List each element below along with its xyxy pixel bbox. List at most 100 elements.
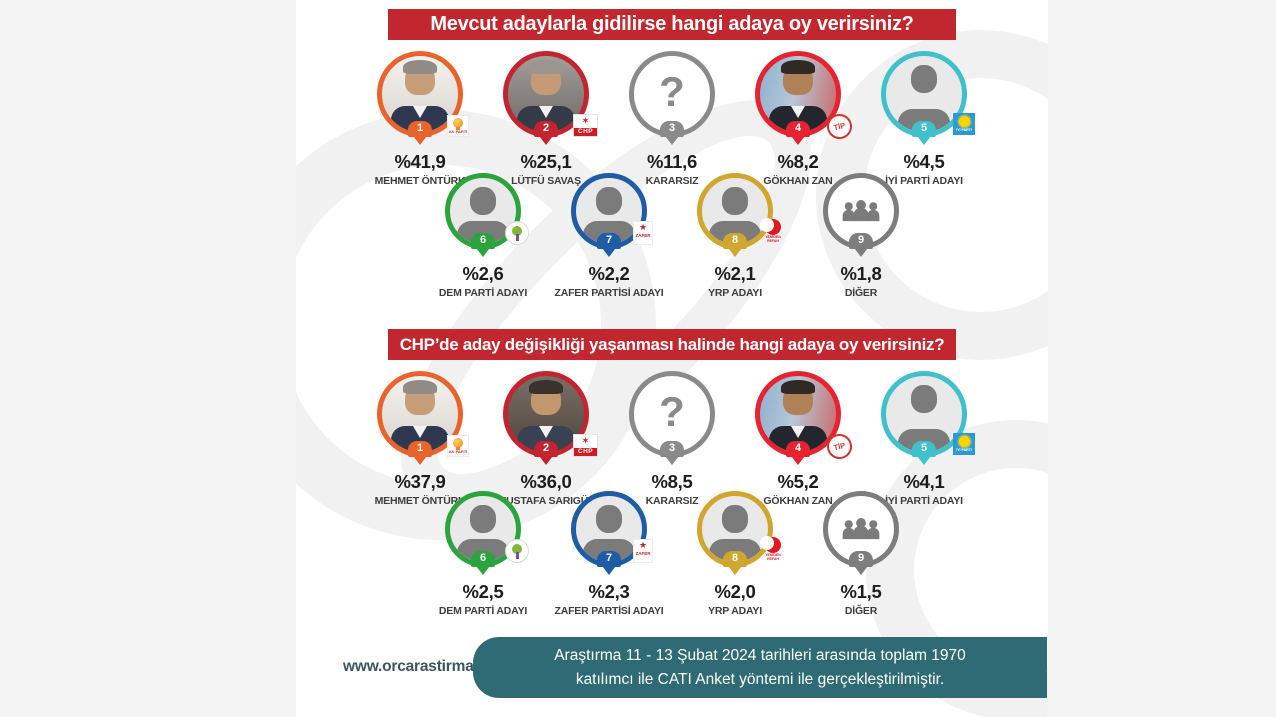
rank-badge: 9 [848, 551, 874, 567]
candidate-avatar: 7 ★ ZAFER [571, 491, 653, 575]
chp-logo: ✶ CHP [573, 434, 598, 457]
iyiparti-sun-icon [958, 435, 970, 447]
candidate-row: 1 AK PARTİ %37,9 MEHMET ÖNTÜRK 2 ✶ CHP %3… [296, 371, 1048, 507]
question-mark-icon: ? [659, 68, 685, 115]
candidate-card-dem-parti-adayi: 6 %2,6 DEM PARTİ ADAYI [420, 173, 546, 299]
rank-badge: 4 [785, 121, 811, 137]
percent-value: %8,5 [651, 471, 693, 492]
person-head [596, 505, 622, 533]
person-head [722, 187, 748, 215]
percent-value: %1,8 [840, 263, 882, 284]
candidate-avatar: ? 3 [629, 51, 715, 145]
candidate-name: GÖKHAN ZAN [763, 495, 833, 507]
tip-logo-label: TİP [832, 440, 847, 453]
zaferpartisi-logo: ★ ZAFER [633, 539, 653, 563]
rank-badge: 5 [911, 441, 937, 457]
survey-note-box: Araştırma 11 - 13 Şubat 2024 tarihleri a… [473, 637, 1047, 698]
percent-value: %2,3 [588, 581, 630, 602]
person-head [529, 380, 563, 415]
iyiparti-logo-label: İYİ PARTİ [956, 128, 972, 132]
person-body [898, 429, 950, 452]
candidate-name: İYİ PARTİ ADAYI [885, 175, 963, 187]
candidate-row: 1 AK PARTİ %41,9 MEHMET ÖNTÜRK 2 ✶ CHP %2… [296, 51, 1048, 187]
candidate-card-mehmet-onturk: 1 AK PARTİ %41,9 MEHMET ÖNTÜRK [357, 51, 483, 187]
demparti-logo [505, 221, 529, 245]
percent-value: %37,9 [394, 471, 446, 492]
percent-value: %1,5 [840, 581, 882, 602]
question-banner-2-text: CHP’de aday değişikliği yaşanması halind… [399, 334, 945, 354]
rank-badge: 6 [470, 551, 496, 567]
percent-value: %11,6 [647, 151, 697, 172]
yrp-logo: YENİDEN REFAH [760, 536, 786, 561]
rank-badge: 7 [596, 233, 622, 249]
rank-badge: 1 [407, 121, 433, 137]
candidate-card-diger: 9 %1,8 DİĞER [798, 173, 924, 299]
rank-badge: 1 [407, 441, 433, 457]
akparti-bulb-icon [453, 118, 463, 128]
person-head [470, 187, 496, 215]
iyiparti-logo: İYİ PARTİ [953, 113, 975, 135]
candidate-name: YRP ADAYI [708, 605, 762, 617]
person-head [470, 505, 496, 533]
rank-badge: 5 [911, 121, 937, 137]
candidate-card-mehmet-onturk: 1 AK PARTİ %37,9 MEHMET ÖNTÜRK [357, 371, 483, 507]
percent-value: %2,0 [714, 581, 756, 602]
yrp-crescent-icon [760, 536, 781, 553]
person-body [709, 539, 761, 562]
percent-value: %8,2 [777, 151, 819, 172]
group-icon [842, 517, 880, 539]
demparti-tree-icon [512, 543, 522, 554]
candidate-card-zafer-partisi-adayi: 7 ★ ZAFER %2,2 ZAFER PARTİSİ ADAYI [546, 173, 672, 299]
zafer-logo-label: ZAFER [635, 551, 651, 556]
candidate-avatar: 8 YENİDEN REFAH [697, 173, 781, 257]
candidate-card-gokhan-zan: 4 TİP %8,2 GÖKHAN ZAN [735, 51, 861, 187]
iyiparti-sun-icon [958, 115, 970, 127]
person-head [529, 60, 563, 95]
demparti-trunk-icon [515, 551, 519, 559]
question-banner-1: Mevcut adaylarla gidilirse hangi adaya o… [388, 9, 956, 40]
person-head [911, 65, 937, 93]
person-head [722, 505, 748, 533]
candidate-avatar: 9 [823, 173, 899, 257]
percent-value: %2,2 [588, 263, 630, 284]
candidate-avatar: 6 [445, 491, 529, 575]
candidate-card-iyi-parti-adayi: 5 İYİ PARTİ %4,5 İYİ PARTİ ADAYI [861, 51, 987, 187]
person-head [911, 385, 937, 413]
person-body [898, 109, 950, 132]
candidate-avatar: 4 TİP [755, 371, 855, 465]
candidate-card-lutfu-savas: 2 ✶ CHP %25,1 LÜTFÜ SAVAŞ [483, 51, 609, 187]
candidate-card-mustafa-sarigul: 2 ✶ CHP %36,0 MUSTAFA SARIGÜL [483, 371, 609, 507]
content-area: Mevcut adaylarla gidilirse hangi adaya o… [296, 0, 1048, 717]
candidate-name: MUSTAFA SARIGÜL [497, 495, 595, 507]
person-body [457, 221, 509, 244]
survey-note-line-2: katılımcı ile CATI Anket yöntemi ile ger… [575, 670, 945, 688]
candidate-name: ZAFER PARTİSİ ADAYI [554, 287, 664, 299]
candidate-name: LÜTFÜ SAVAŞ [511, 175, 581, 187]
person-head [403, 380, 437, 415]
question-banner-1-text: Mevcut adaylarla gidilirse hangi adaya o… [430, 13, 914, 35]
zaferpartisi-logo: ★ ZAFER [633, 221, 653, 245]
survey-note-line-1: Araştırma 11 - 13 Şubat 2024 tarihleri a… [554, 647, 966, 665]
candidate-avatar: 7 ★ ZAFER [571, 173, 653, 257]
group-icon [842, 199, 880, 221]
percent-value: %4,1 [903, 471, 945, 492]
candidate-avatar: 5 İYİ PARTİ [881, 51, 975, 145]
candidate-name: MEHMET ÖNTÜRK [374, 495, 466, 507]
percent-value: %2,6 [462, 263, 504, 284]
rank-badge: 4 [785, 441, 811, 457]
yrp-logo-label: YENİDEN REFAH [765, 553, 781, 561]
rank-badge: 3 [659, 441, 685, 457]
candidate-name: MEHMET ÖNTÜRK [374, 175, 466, 187]
percent-value: %2,1 [714, 263, 756, 284]
candidate-name: DİĞER [844, 287, 878, 299]
candidate-name: GÖKHAN ZAN [763, 175, 833, 187]
candidate-name: DEM PARTİ ADAYI [438, 605, 528, 617]
zafer-star-icon: ★ [638, 222, 648, 232]
percent-value: %41,9 [394, 151, 446, 172]
candidate-avatar: 8 YENİDEN REFAH [697, 491, 781, 575]
person-body [583, 539, 635, 562]
candidate-name: YRP ADAYI [708, 287, 762, 299]
iyiparti-logo-label: İYİ PARTİ [956, 448, 972, 452]
tip-logo-label: TİP [832, 120, 847, 133]
candidate-row: 6 %2,6 DEM PARTİ ADAYI 7 ★ ZAFER %2,2 ZAF… [296, 173, 1048, 299]
